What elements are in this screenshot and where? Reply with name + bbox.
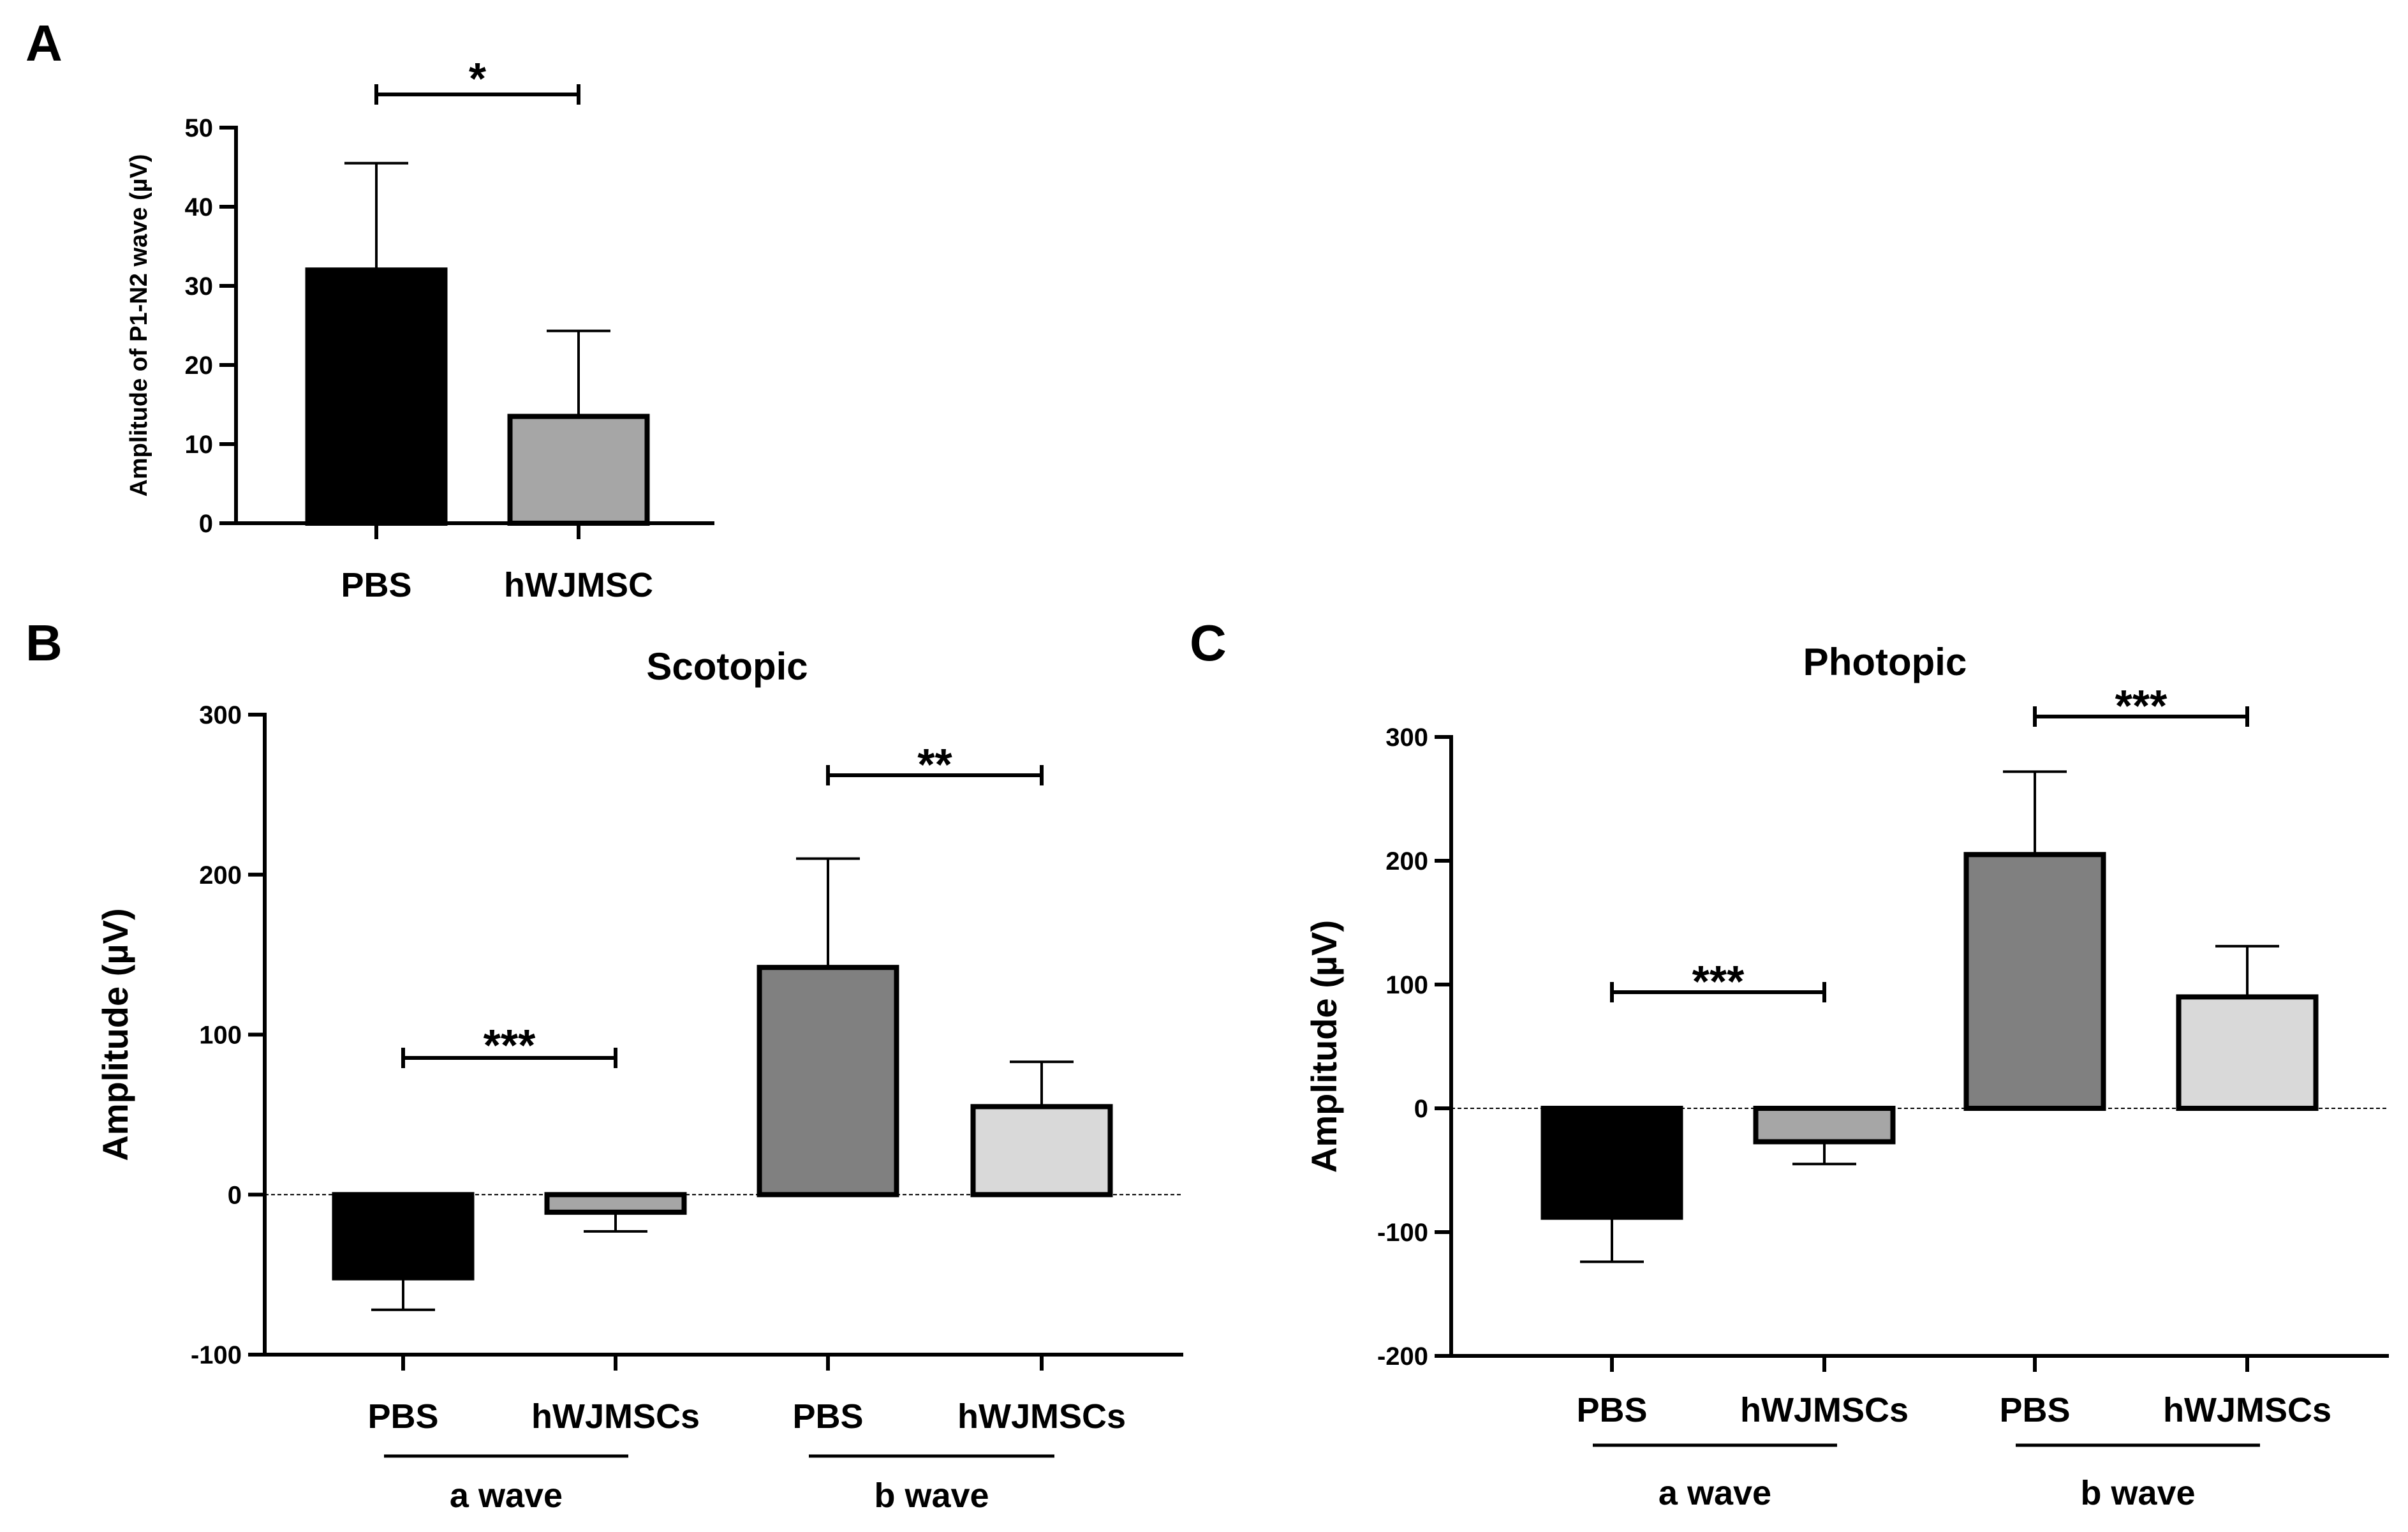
bar — [970, 1104, 1113, 1198]
y-tick-label: 20 — [185, 352, 214, 380]
y-tick-label: 100 — [1385, 971, 1428, 999]
x-tick-label: hWJMSCs — [1740, 1391, 1909, 1429]
panel-letter-c: C — [1190, 614, 1227, 671]
x-tick-label: PBS — [367, 1397, 438, 1436]
y-tick-label: 0 — [199, 510, 213, 538]
significance-label: ** — [917, 740, 952, 789]
y-tick-label: 200 — [1385, 847, 1428, 875]
y-axis-title: Amplitude (µV) — [1304, 920, 1344, 1173]
y-tick-label: 300 — [1385, 724, 1428, 752]
chart-title: Scotopic — [646, 645, 808, 688]
bar — [1753, 1106, 1896, 1145]
bar — [757, 965, 899, 1198]
bar — [1963, 852, 2106, 1112]
y-tick-label: 40 — [185, 193, 214, 221]
bar — [332, 1192, 475, 1281]
y-tick-label: -200 — [1377, 1342, 1428, 1371]
x-tick-label: hWJMSCs — [957, 1397, 1126, 1436]
y-tick-label: 30 — [185, 272, 214, 301]
y-tick-label: 200 — [199, 861, 242, 889]
chart-panel-c: Photopic -200 -100 0 100 200 300 Amplitude (µV)… — [1304, 641, 2389, 1512]
group-label: b wave — [2080, 1474, 2195, 1512]
y-axis-title: Amplitude (µV) — [95, 908, 135, 1161]
bar — [1540, 1106, 1683, 1220]
y-tick-label: 10 — [185, 431, 214, 459]
group-label: a wave — [1658, 1474, 1771, 1512]
x-tick-label: PBS — [792, 1397, 863, 1436]
y-tick-label: 0 — [228, 1181, 242, 1209]
bar — [2176, 994, 2319, 1112]
group-label: a wave — [450, 1476, 563, 1515]
y-axis-title: Amplitude of P1-N2 wave (µV) — [126, 154, 152, 496]
bar — [544, 1192, 687, 1215]
y-tick-label: 100 — [199, 1022, 242, 1050]
significance-label: *** — [2115, 681, 2168, 731]
significance-label: *** — [484, 1020, 536, 1070]
x-tick-label: PBS — [1999, 1391, 2070, 1429]
significance-label: *** — [1692, 956, 1745, 1006]
chart-panel-a: 0 10 20 30 40 50 Amplitude of P1-N2 wave (µV) P… — [126, 54, 714, 604]
bar — [305, 267, 448, 526]
y-tick-label: -100 — [191, 1341, 242, 1369]
x-tick-label: PBS — [1576, 1391, 1647, 1429]
chart-title: Photopic — [1803, 641, 1967, 683]
x-tick-label: hWJMSC — [504, 566, 653, 604]
x-tick-label: hWJMSCs — [531, 1397, 700, 1436]
bar — [507, 413, 650, 526]
y-tick-label: 50 — [185, 114, 214, 142]
panel-letter-b: B — [26, 614, 63, 671]
significance-label: * — [469, 54, 487, 103]
y-tick-label: 0 — [1414, 1095, 1428, 1123]
x-tick-label: PBS — [341, 566, 411, 604]
group-label: b wave — [874, 1476, 989, 1515]
chart-panel-b: Scotopic -100 0 100 200 300 Amplitude (µV) PBS h… — [95, 645, 1183, 1515]
panel-letter-a: A — [26, 15, 63, 71]
y-tick-label: -100 — [1377, 1219, 1428, 1247]
x-tick-label: hWJMSCs — [2163, 1391, 2331, 1429]
y-tick-label: 300 — [199, 701, 242, 729]
